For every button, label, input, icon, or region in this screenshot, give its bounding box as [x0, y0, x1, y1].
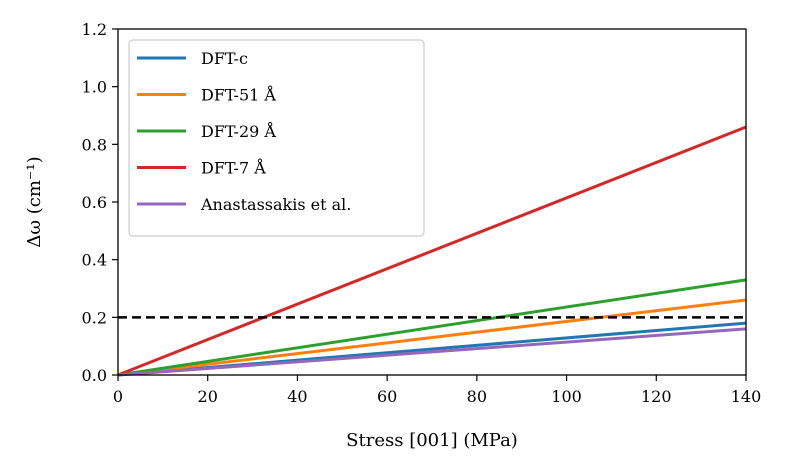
y-tick-label: 0.8 — [82, 135, 107, 154]
series-line-2 — [117, 278, 747, 377]
x-tick-label: 140 — [731, 387, 762, 406]
x-axis-title: Stress [001] (MPa) — [346, 430, 518, 451]
y-tick-label: 0.6 — [82, 193, 107, 212]
y-tick-label: 1.0 — [82, 78, 107, 97]
x-tick-label: 20 — [198, 387, 218, 406]
x-tick-label: 0 — [113, 387, 123, 406]
y-axis-title: Δω (cm⁻¹) — [24, 156, 45, 247]
legend-label: Anastassakis et al. — [200, 195, 351, 214]
legend-label: DFT-51 Å — [201, 85, 276, 105]
x-tick-label: 80 — [467, 387, 487, 406]
legend: DFT-c DFT-51 Å DFT-29 Å DFT-7 Å Anastassakis… — [128, 39, 425, 237]
y-tick-label: 1.2 — [82, 20, 107, 39]
x-tick-label: 40 — [287, 387, 307, 406]
x-tick-label: 100 — [551, 387, 582, 406]
y-tick-label: 0.4 — [82, 251, 107, 270]
legend-label: DFT-7 Å — [201, 158, 266, 178]
y-tick-label: 0.0 — [82, 366, 107, 385]
y-tick-label: 0.2 — [82, 308, 107, 327]
legend-box — [128, 39, 425, 237]
x-tick-label: 120 — [641, 387, 672, 406]
series-line-1 — [117, 298, 747, 377]
axes-layer: 0 20 40 60 80 100 120 140 0.0 0.2 0.4 0.6 0.8 1.0 1.2 — [82, 20, 762, 406]
series-layer — [117, 125, 747, 377]
series-line-4 — [117, 327, 747, 377]
legend-label: DFT-c — [201, 49, 248, 68]
series-line-3 — [117, 125, 747, 377]
legend-label: DFT-29 Å — [201, 121, 276, 141]
x-tick-label: 60 — [377, 387, 397, 406]
